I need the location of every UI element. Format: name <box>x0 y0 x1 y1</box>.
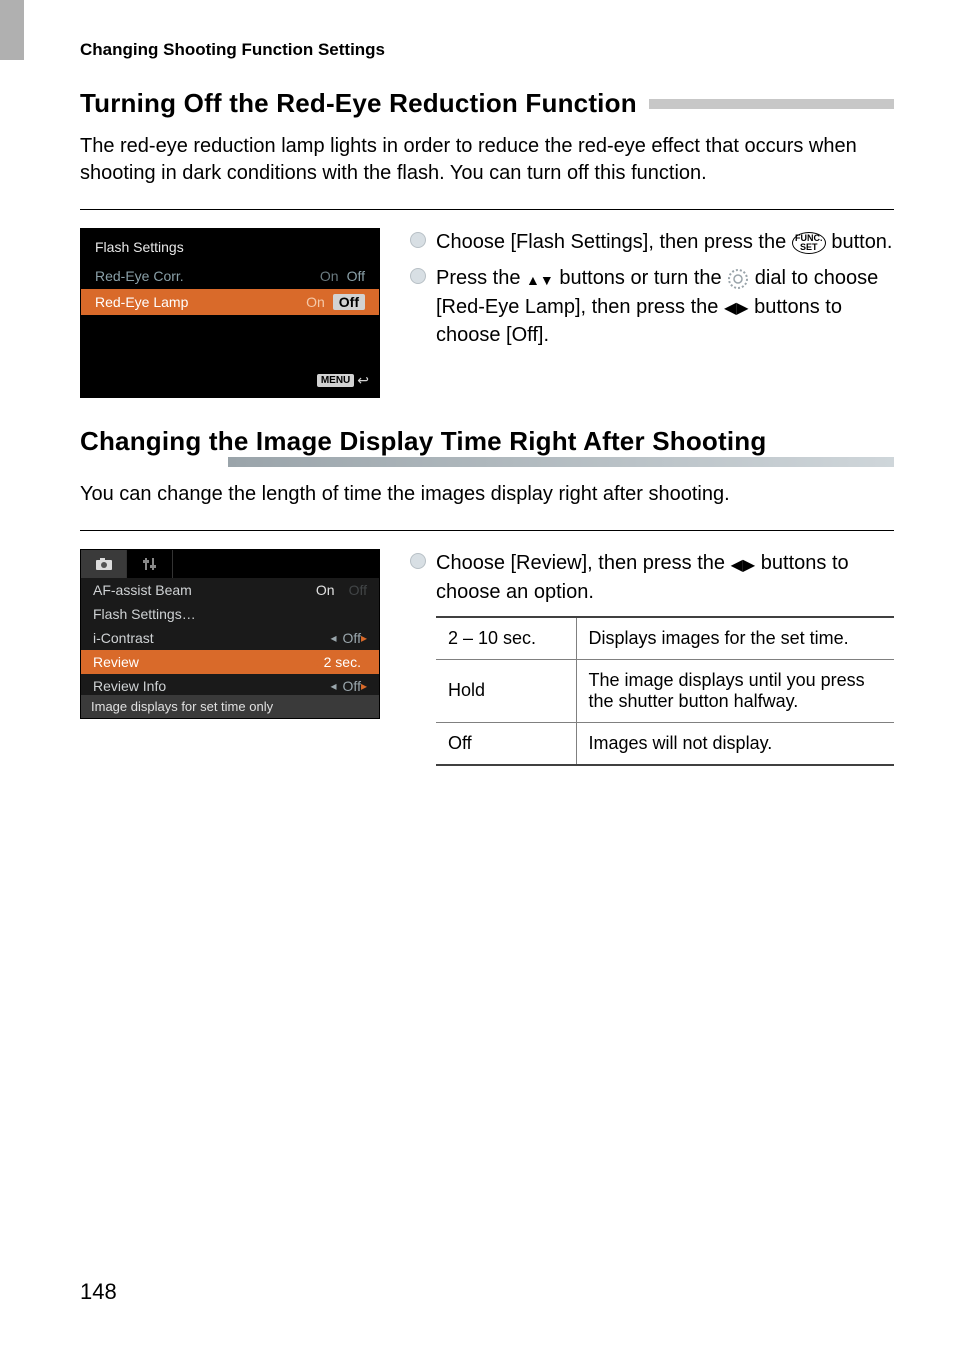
heading-tail-bar-2 <box>228 457 894 467</box>
i-contrast-row: i-Contrast ◂ Off ▸ <box>81 626 379 650</box>
table-row: 2 – 10 sec. Displays images for the set … <box>436 617 894 660</box>
opt-time-desc: Displays images for the set time. <box>576 617 894 660</box>
i-contrast-label: i-Contrast <box>93 630 331 646</box>
af-assist-on: On <box>310 582 335 598</box>
red-eye-lamp-label: Red-Eye Lamp <box>95 294 306 310</box>
section-heading-row-1: Turning Off the Red-Eye Reduction Functi… <box>80 88 894 119</box>
review-options-table: 2 – 10 sec. Displays images for the set … <box>436 616 894 766</box>
opt-hold-label: Hold <box>436 659 576 722</box>
red-eye-lamp-on: On <box>306 294 325 310</box>
section1-bullets: Choose [Flash Settings], then press the … <box>410 228 894 398</box>
table-row: Off Images will not display. <box>436 722 894 765</box>
red-eye-corr-on: On <box>320 268 339 284</box>
section-heading-row-2: Changing the Image Display Time Right Af… <box>80 426 894 457</box>
table-row: Hold The image displays until you press … <box>436 659 894 722</box>
control-dial-icon <box>727 265 749 293</box>
status-text: Image displays for set time only <box>81 695 379 718</box>
menu-back: MENU ↩ <box>317 372 369 389</box>
red-eye-corr-label: Red-Eye Corr. <box>95 268 320 284</box>
review-info-label: Review Info <box>93 678 331 694</box>
menu-label: MENU <box>317 374 354 387</box>
flash-settings-ui: Flash Settings Red-Eye Corr. On Off Red-… <box>80 228 380 398</box>
bullet-2-1: Choose [Review], then press the buttons … <box>410 549 894 606</box>
up-down-icon <box>526 265 554 293</box>
bullet-2-1-text: Choose [Review], then press the buttons … <box>436 549 894 606</box>
flash-settings-title: Flash Settings <box>81 229 379 263</box>
i-contrast-val: Off <box>337 630 361 646</box>
side-tab <box>0 0 24 60</box>
breadcrumb: Changing Shooting Function Settings <box>80 40 894 60</box>
b11-post: button. <box>831 231 892 253</box>
b12-mid1: buttons or turn the <box>559 267 727 289</box>
section2-content: AF-assist Beam On Off Flash Settings… i-… <box>80 549 894 766</box>
review-info-val: Off <box>337 678 361 694</box>
heading-tail-bar-1 <box>649 99 894 109</box>
review-label: Review <box>93 654 308 670</box>
left-right-icon <box>724 293 749 321</box>
bullet-1-1: Choose [Flash Settings], then press the … <box>410 228 894 256</box>
review-settings-ui: AF-assist Beam On Off Flash Settings… i-… <box>80 549 380 719</box>
heading-tail-row-2 <box>80 457 894 467</box>
bullet-dot-icon <box>410 232 426 248</box>
bullet-1-2: Press the buttons or turn the dial to ch… <box>410 264 894 349</box>
b11-pre: Choose [Flash Settings], then press the <box>436 231 792 253</box>
red-eye-lamp-off: Off <box>333 294 365 310</box>
right-caret-sel-icon: ▸ <box>361 655 367 669</box>
red-eye-corr-row: Red-Eye Corr. On Off <box>81 263 379 289</box>
section-heading-2: Changing the Image Display Time Right Af… <box>80 426 766 457</box>
bullet-dot-icon <box>410 268 426 284</box>
right-caret-icon: ▸ <box>361 631 367 645</box>
review-row: Review ◂ 2 sec. ▸ <box>81 650 379 674</box>
af-assist-row: AF-assist Beam On Off <box>81 578 379 602</box>
divider-2 <box>80 530 894 531</box>
opt-time-label: 2 – 10 sec. <box>436 617 576 660</box>
flash-settings-screenshot: Flash Settings Red-Eye Corr. On Off Red-… <box>80 228 380 398</box>
page: Changing Shooting Function Settings Turn… <box>0 0 954 1345</box>
bullet-1-2-text: Press the buttons or turn the dial to ch… <box>436 264 894 349</box>
section2-right: Choose [Review], then press the buttons … <box>410 549 894 766</box>
red-eye-lamp-row: Red-Eye Lamp On Off <box>81 289 379 315</box>
back-arrow-icon: ↩ <box>357 372 369 389</box>
right-caret-icon: ▸ <box>361 679 367 693</box>
opt-hold-desc: The image displays until you press the s… <box>576 659 894 722</box>
settings-tabs <box>81 550 379 578</box>
section1-intro: The red-eye reduction lamp lights in ord… <box>80 133 894 187</box>
section1-content: Flash Settings Red-Eye Corr. On Off Red-… <box>80 228 894 398</box>
b21-pre: Choose [Review], then press the <box>436 552 731 574</box>
opt-off-desc: Images will not display. <box>576 722 894 765</box>
flash-settings-row: Flash Settings… <box>81 602 379 626</box>
review-settings-screenshot: AF-assist Beam On Off Flash Settings… i-… <box>80 549 380 766</box>
section2-intro: You can change the length of time the im… <box>80 481 894 508</box>
red-eye-corr-off: Off <box>347 268 365 284</box>
divider-1 <box>80 209 894 210</box>
review-val: 2 sec. <box>318 654 361 670</box>
bullet-dot-icon <box>410 553 426 569</box>
tools-tab-icon <box>127 550 173 578</box>
section-heading-1: Turning Off the Red-Eye Reduction Functi… <box>80 88 637 119</box>
opt-off-label: Off <box>436 722 576 765</box>
b12-pre: Press the <box>436 267 526 289</box>
af-assist-off: Off <box>343 582 367 598</box>
page-number: 148 <box>80 1279 117 1305</box>
flash-settings-label: Flash Settings… <box>93 606 367 622</box>
func-set-button-icon: FUNC.SET <box>792 232 826 254</box>
af-assist-label: AF-assist Beam <box>93 582 310 598</box>
left-right-icon <box>731 550 756 578</box>
camera-tab-icon <box>81 550 127 578</box>
bullet-1-1-text: Choose [Flash Settings], then press the … <box>436 228 893 256</box>
